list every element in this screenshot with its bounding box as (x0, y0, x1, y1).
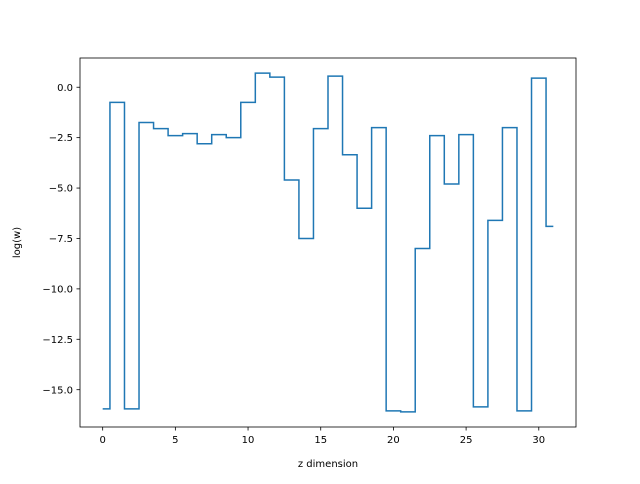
x-tick-label: 0 (99, 435, 105, 446)
x-tick-label: 10 (242, 435, 255, 446)
y-tick-label: 0.0 (57, 83, 73, 94)
x-tick-label: 25 (460, 435, 473, 446)
x-axis-ticks: 0 5 10 15 20 25 30 (99, 427, 545, 446)
y-tick-label: −10.0 (42, 284, 73, 295)
x-tick-label: 30 (532, 435, 545, 446)
x-tick-label: 5 (172, 435, 178, 446)
y-tick-label: −5.0 (49, 184, 73, 195)
axes: 0 5 10 15 20 25 30 0.0 −2.5 −5.0 −7.5 −10.0 −12.5 −1… (12, 57, 577, 470)
axes-frame (79, 57, 577, 428)
x-tick-label: 20 (387, 435, 400, 446)
x-axis-label: z dimension (298, 459, 358, 470)
y-axis-label: log(w) (12, 227, 23, 258)
y-tick-label: −12.5 (42, 335, 73, 346)
y-tick-label: −2.5 (49, 133, 73, 144)
y-tick-label: −7.5 (49, 234, 73, 245)
y-axis-ticks: 0.0 −2.5 −5.0 −7.5 −10.0 −12.5 −15.0 (42, 83, 80, 396)
y-tick-label: −15.0 (42, 385, 73, 396)
x-tick-label: 15 (314, 435, 327, 446)
series-step-line (102, 72, 554, 413)
plot-area (102, 72, 554, 413)
